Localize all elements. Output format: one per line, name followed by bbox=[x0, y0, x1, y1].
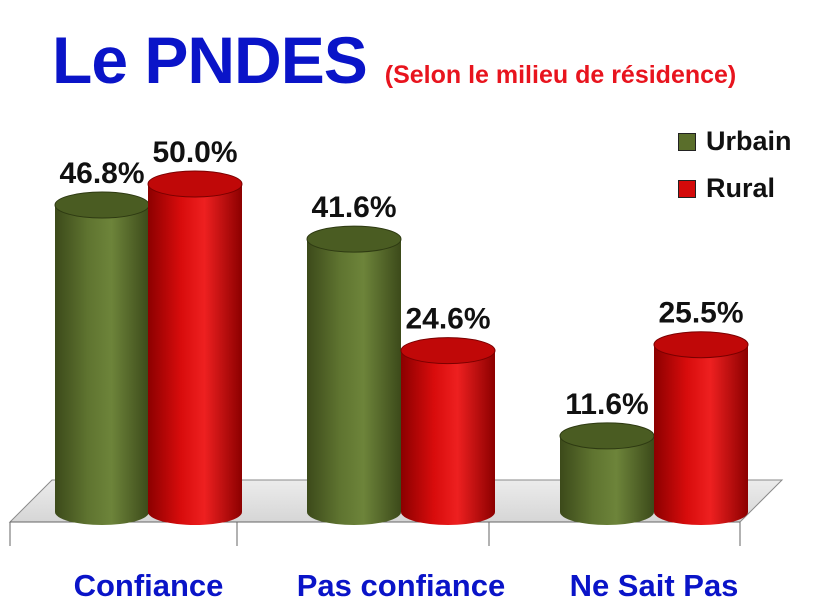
bar-urbain-0 bbox=[54, 191, 150, 525]
bar-body bbox=[307, 239, 401, 525]
legend-item-rural: Rural bbox=[678, 165, 792, 212]
chart-title: Le PNDES bbox=[52, 23, 368, 97]
data-label: 41.6% bbox=[311, 191, 396, 224]
bar-top bbox=[653, 331, 749, 359]
title-block: Le PNDES (Selon le milieu de résidence) bbox=[52, 22, 736, 98]
data-label: 24.6% bbox=[405, 303, 490, 336]
chart-subtitle: (Selon le milieu de résidence) bbox=[384, 61, 737, 89]
legend-swatch-urbain bbox=[678, 132, 696, 151]
data-label: 50.0% bbox=[152, 136, 237, 169]
bar-body bbox=[654, 344, 748, 525]
category-label: Confiance bbox=[74, 568, 224, 603]
legend-label-rural: Rural bbox=[706, 173, 776, 203]
bar-rural-1 bbox=[400, 337, 496, 525]
bar-top bbox=[147, 170, 243, 198]
data-label: 11.6% bbox=[565, 388, 648, 421]
data-label: 25.5% bbox=[658, 297, 743, 330]
bar-body bbox=[560, 435, 654, 525]
data-label: 46.8% bbox=[59, 157, 144, 190]
bar-urbain-2 bbox=[559, 422, 655, 525]
category-label: Pas confiance bbox=[297, 568, 505, 603]
bar-body bbox=[55, 204, 149, 525]
bar-top bbox=[559, 422, 655, 450]
bar-top bbox=[306, 225, 402, 253]
category-label: Ne Sait Pas bbox=[570, 568, 739, 603]
legend: Urbain Rural bbox=[678, 118, 792, 212]
bar-rural-0 bbox=[147, 170, 243, 525]
bar-top bbox=[400, 337, 496, 365]
bar-urbain-1 bbox=[306, 225, 402, 525]
bar-rural-2 bbox=[653, 331, 749, 525]
legend-swatch-rural bbox=[678, 179, 696, 198]
legend-label-urbain: Urbain bbox=[706, 126, 792, 156]
legend-item-urbain: Urbain bbox=[678, 118, 792, 165]
bar-body bbox=[401, 350, 495, 525]
bar-top bbox=[54, 191, 150, 219]
bar-body bbox=[148, 184, 242, 525]
